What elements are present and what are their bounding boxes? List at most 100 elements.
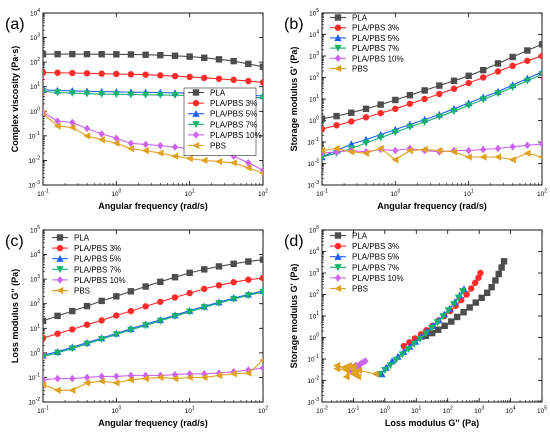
data-point — [200, 373, 208, 382]
data-point — [472, 299, 479, 306]
x-tick-label: 100 — [390, 189, 400, 199]
data-point — [494, 60, 502, 67]
x-tick-label: 101 — [185, 189, 195, 199]
y-tick-label: 103 — [309, 268, 319, 278]
legend-marker — [192, 141, 200, 150]
data-point — [466, 304, 473, 311]
data-point — [450, 77, 458, 85]
legend-marker — [334, 274, 342, 282]
data-point — [171, 370, 179, 379]
legend-label: PLA/PBS 5% — [352, 34, 399, 43]
data-point — [464, 153, 472, 161]
data-point — [406, 92, 414, 99]
data-point — [215, 369, 223, 377]
data-point — [69, 326, 76, 333]
data-point — [244, 369, 252, 377]
data-point — [465, 72, 472, 79]
data-point — [83, 379, 91, 387]
legend-label: PBS — [74, 287, 90, 296]
data-point — [406, 339, 413, 346]
legend-label: PLA/PBS 10% — [352, 274, 404, 283]
data-point — [186, 269, 193, 277]
legend-marker — [56, 286, 64, 295]
legend-marker — [56, 234, 64, 241]
x-tick-label: 10-1 — [37, 189, 49, 199]
data-point — [215, 157, 223, 166]
data-point — [43, 376, 47, 384]
legend-marker — [334, 14, 342, 21]
data-point — [392, 105, 399, 113]
x-axis-title: Loss modulus G'' (Pa) — [385, 418, 479, 428]
data-point — [185, 373, 193, 382]
legend-marker — [334, 64, 342, 73]
data-point — [200, 156, 208, 165]
data-point — [98, 335, 106, 343]
data-point — [98, 372, 105, 381]
legend-label: PLA — [210, 89, 226, 98]
data-point — [524, 141, 531, 150]
x-tick-label: 10-1 — [348, 406, 360, 416]
x-tick-label: 100 — [111, 189, 121, 199]
data-point — [465, 79, 472, 87]
legend-label: PLA/PBS 3% — [210, 99, 257, 108]
data-point — [355, 366, 363, 374]
data-point — [142, 322, 150, 330]
data-point — [342, 373, 350, 381]
data-point — [43, 51, 47, 58]
data-point — [127, 376, 135, 384]
data-point — [348, 118, 355, 125]
data-point — [381, 367, 389, 375]
data-point — [509, 53, 516, 61]
data-point — [113, 70, 120, 78]
data-point — [342, 366, 350, 374]
data-point — [400, 342, 407, 350]
data-point — [322, 146, 326, 155]
data-point — [142, 371, 149, 380]
series-line — [43, 71, 263, 83]
data-point — [479, 153, 487, 161]
data-point — [171, 273, 179, 281]
data-point — [391, 156, 399, 164]
x-tick-label: 100 — [111, 406, 121, 416]
data-point — [230, 260, 237, 268]
data-point — [524, 47, 531, 54]
data-point — [454, 294, 463, 302]
data-point — [348, 109, 355, 116]
y-tick-label: 10-3 — [28, 180, 40, 190]
data-point — [43, 110, 47, 118]
data-point — [494, 153, 502, 161]
data-point — [43, 317, 47, 325]
y-tick-label: 105 — [30, 225, 40, 235]
data-point — [538, 71, 542, 79]
series-line — [322, 55, 542, 130]
data-point — [83, 132, 91, 140]
data-point — [83, 50, 91, 58]
data-point — [171, 52, 179, 59]
data-point — [171, 143, 179, 151]
x-tick-label: 103 — [474, 406, 484, 416]
y-axis-title: Storage modulus G' (Pa) — [289, 47, 299, 152]
data-point — [157, 72, 164, 79]
legend-label: PLA — [352, 14, 368, 23]
legend-label: PBS — [352, 285, 368, 294]
data-point — [54, 117, 61, 125]
data-point — [259, 364, 263, 372]
data-point — [333, 122, 340, 129]
legend-label: PLA — [74, 234, 90, 243]
legend-marker — [334, 34, 342, 42]
data-point — [392, 356, 400, 364]
data-point — [112, 139, 120, 147]
data-point — [127, 71, 135, 78]
data-point — [68, 123, 76, 132]
legend-label: PLA/PBS 7% — [352, 263, 399, 272]
data-point — [377, 134, 385, 142]
data-point — [354, 373, 362, 381]
data-point — [245, 77, 252, 85]
y-tick-label: 10-1 — [307, 137, 319, 147]
y-tick-label: 100 — [309, 116, 319, 126]
y-tick-label: 10-1 — [28, 372, 40, 382]
data-point — [439, 313, 447, 321]
legend-label: PBS — [352, 65, 368, 74]
